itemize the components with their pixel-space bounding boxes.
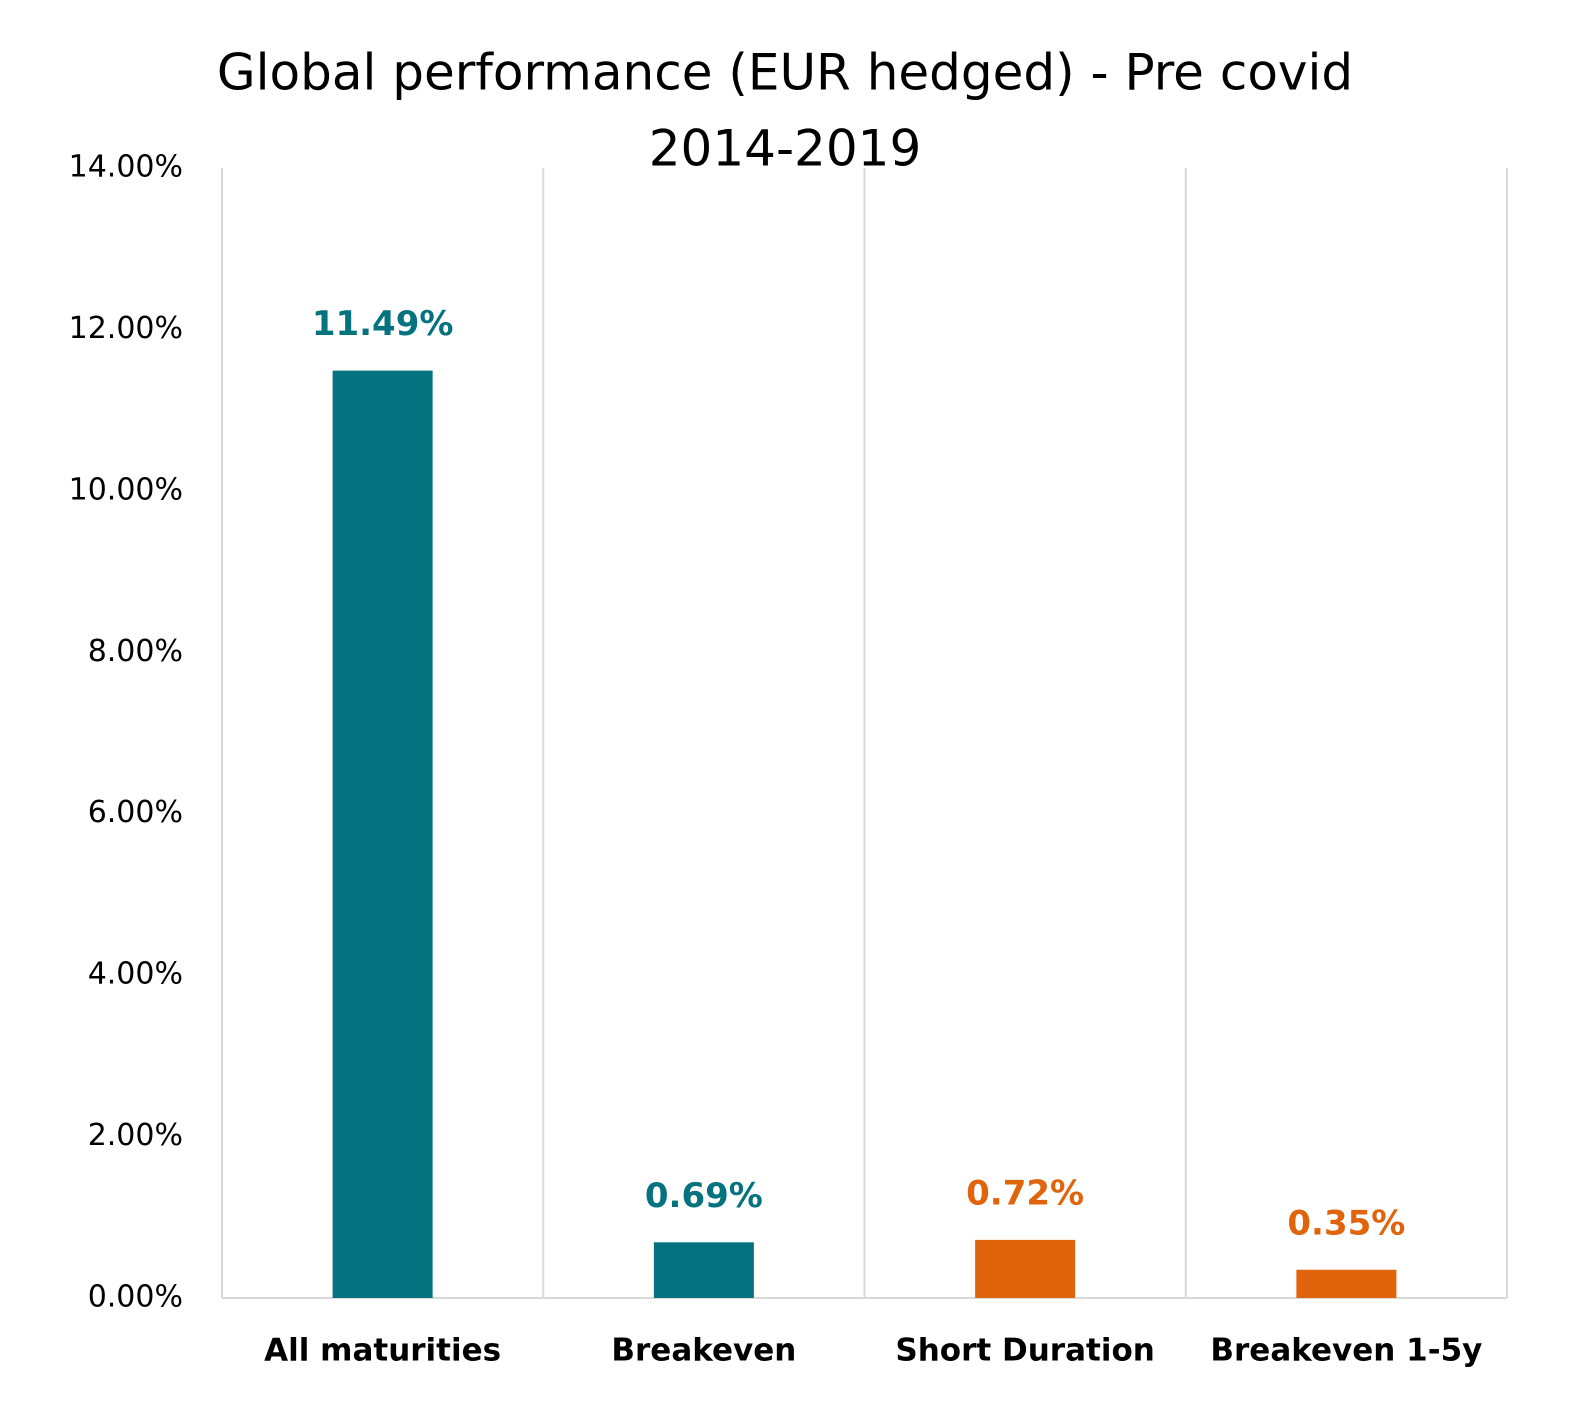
chart-title: 2014-2019: [649, 120, 922, 178]
x-tick-label: Breakeven: [611, 1333, 796, 1369]
chart-title: Global performance (EUR hedged) - Pre co…: [217, 44, 1353, 102]
y-tick-label: 14.00%: [69, 150, 183, 185]
y-tick-label: 12.00%: [69, 311, 183, 346]
value-label: 0.35%: [1287, 1203, 1405, 1243]
x-tick-label: All maturities: [264, 1333, 501, 1369]
x-tick-label: Short Duration: [895, 1333, 1154, 1369]
y-tick-label: 10.00%: [69, 472, 183, 507]
bar: [653, 1242, 754, 1298]
y-tick-label: 8.00%: [88, 634, 183, 669]
y-tick-label: 6.00%: [88, 795, 183, 830]
x-tick-label: Breakeven 1-5y: [1210, 1333, 1482, 1369]
value-label: 11.49%: [312, 304, 454, 344]
bar: [332, 370, 433, 1298]
value-label: 0.72%: [966, 1173, 1084, 1213]
bar: [975, 1239, 1076, 1298]
y-tick-label: 4.00%: [88, 957, 183, 992]
y-tick-label: 2.00%: [88, 1118, 183, 1153]
bar: [1296, 1269, 1397, 1298]
value-label: 0.69%: [645, 1176, 763, 1216]
y-tick-label: 0.00%: [88, 1280, 183, 1315]
